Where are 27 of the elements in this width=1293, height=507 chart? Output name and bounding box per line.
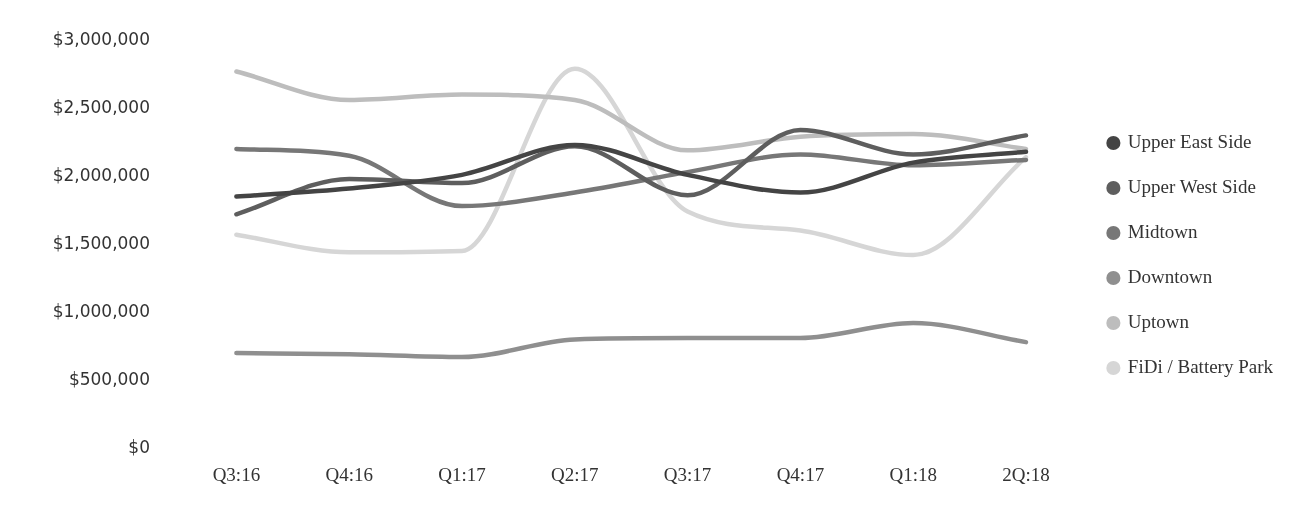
line-series	[234, 320, 1029, 360]
y-tick-label: $0	[128, 436, 150, 457]
y-tick-label: $2,500,000	[52, 96, 150, 117]
legend-label: Upper West Side	[1127, 175, 1256, 197]
line-series	[234, 127, 1029, 217]
legend-label: Midtown	[1127, 220, 1199, 242]
x-tick-label: Q4:17	[776, 463, 825, 485]
y-tick-label: $2,000,000	[52, 164, 150, 185]
y-tick-label: $1,500,000	[52, 232, 150, 253]
x-tick-label: Q2:17	[551, 463, 599, 485]
line-series	[234, 66, 1029, 258]
x-tick-label: Q1:17	[438, 463, 486, 485]
line-series	[234, 142, 1029, 199]
line-series	[234, 146, 1029, 209]
legend-label: Uptown	[1127, 310, 1190, 332]
x-tick-label: Q3:17	[663, 463, 712, 485]
y-tick-label: $1,000,000	[52, 300, 150, 321]
legend-label: FiDi / Battery Park	[1127, 355, 1274, 377]
x-tick-label: 2Q:18	[1002, 463, 1050, 485]
x-tick-label: Q3:16	[212, 463, 261, 485]
x-tick-label: Q1:18	[889, 463, 937, 485]
legend-label: Downtown	[1127, 265, 1213, 287]
y-tick-label: $3,000,000	[52, 28, 150, 49]
y-tick-label: $500,000	[68, 368, 150, 389]
legend-label: Upper East Side	[1127, 130, 1252, 152]
x-tick-label: Q4:16	[325, 463, 373, 485]
line-series	[234, 69, 1029, 153]
